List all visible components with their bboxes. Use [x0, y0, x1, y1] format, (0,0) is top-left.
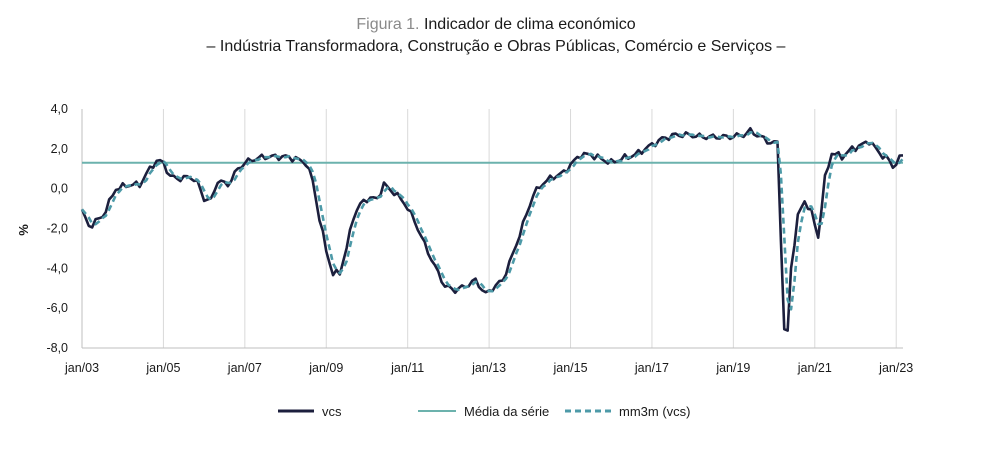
y-axis-label: % [16, 224, 31, 236]
x-tick-label: jan/19 [715, 361, 750, 375]
chart-title-text: Indicador de clima económico [423, 16, 636, 33]
y-tick-label: -6,0 [46, 301, 68, 315]
x-tick-label: jan/17 [634, 361, 669, 375]
y-tick-label: 2,0 [51, 142, 68, 156]
x-tick-labels: jan/03 jan/05 jan/07 jan/09 jan/11 jan/13 jan/… [64, 361, 913, 375]
y-tick-label: -2,0 [46, 222, 68, 236]
y-tick-labels: -8,0 -6,0 -4,0 -2,0 0,0 2,0 4,0 [46, 102, 68, 355]
y-tick-label: 0,0 [51, 182, 68, 196]
x-tick-label: jan/07 [227, 361, 262, 375]
x-tick-label: jan/09 [308, 361, 343, 375]
x-tick-label: jan/15 [552, 361, 587, 375]
x-tick-label: jan/23 [878, 361, 913, 375]
x-tick-label: jan/13 [471, 361, 506, 375]
axes [81, 109, 903, 349]
legend-label-vcs: vcs [322, 404, 342, 419]
chart-title-block: Figura 1. Indicador de clima económico –… [0, 14, 992, 58]
y-tick-label: -4,0 [46, 261, 68, 275]
series-mm3m [81, 130, 905, 311]
x-tick-label: jan/03 [64, 361, 99, 375]
legend-label-media-da-serie: Média da série [464, 404, 549, 419]
grid-lines [81, 109, 897, 348]
x-tick-label: jan/05 [145, 361, 180, 375]
figure-number: Figura 1. [356, 16, 420, 33]
chart-subtitle: – Indústria Transformadora, Construção e… [206, 38, 786, 55]
legend-label-mm3m: mm3m (vcs) [619, 404, 691, 419]
legend: vcs Média da série mm3m (vcs) [278, 404, 691, 419]
chart-title: Figura 1. Indicador de clima económico [0, 14, 992, 36]
y-tick-label: -8,0 [46, 341, 68, 355]
series-group [80, 126, 905, 332]
y-tick-label: 4,0 [51, 102, 68, 116]
x-tick-label: jan/21 [797, 361, 832, 375]
x-tick-label: jan/11 [390, 361, 424, 375]
